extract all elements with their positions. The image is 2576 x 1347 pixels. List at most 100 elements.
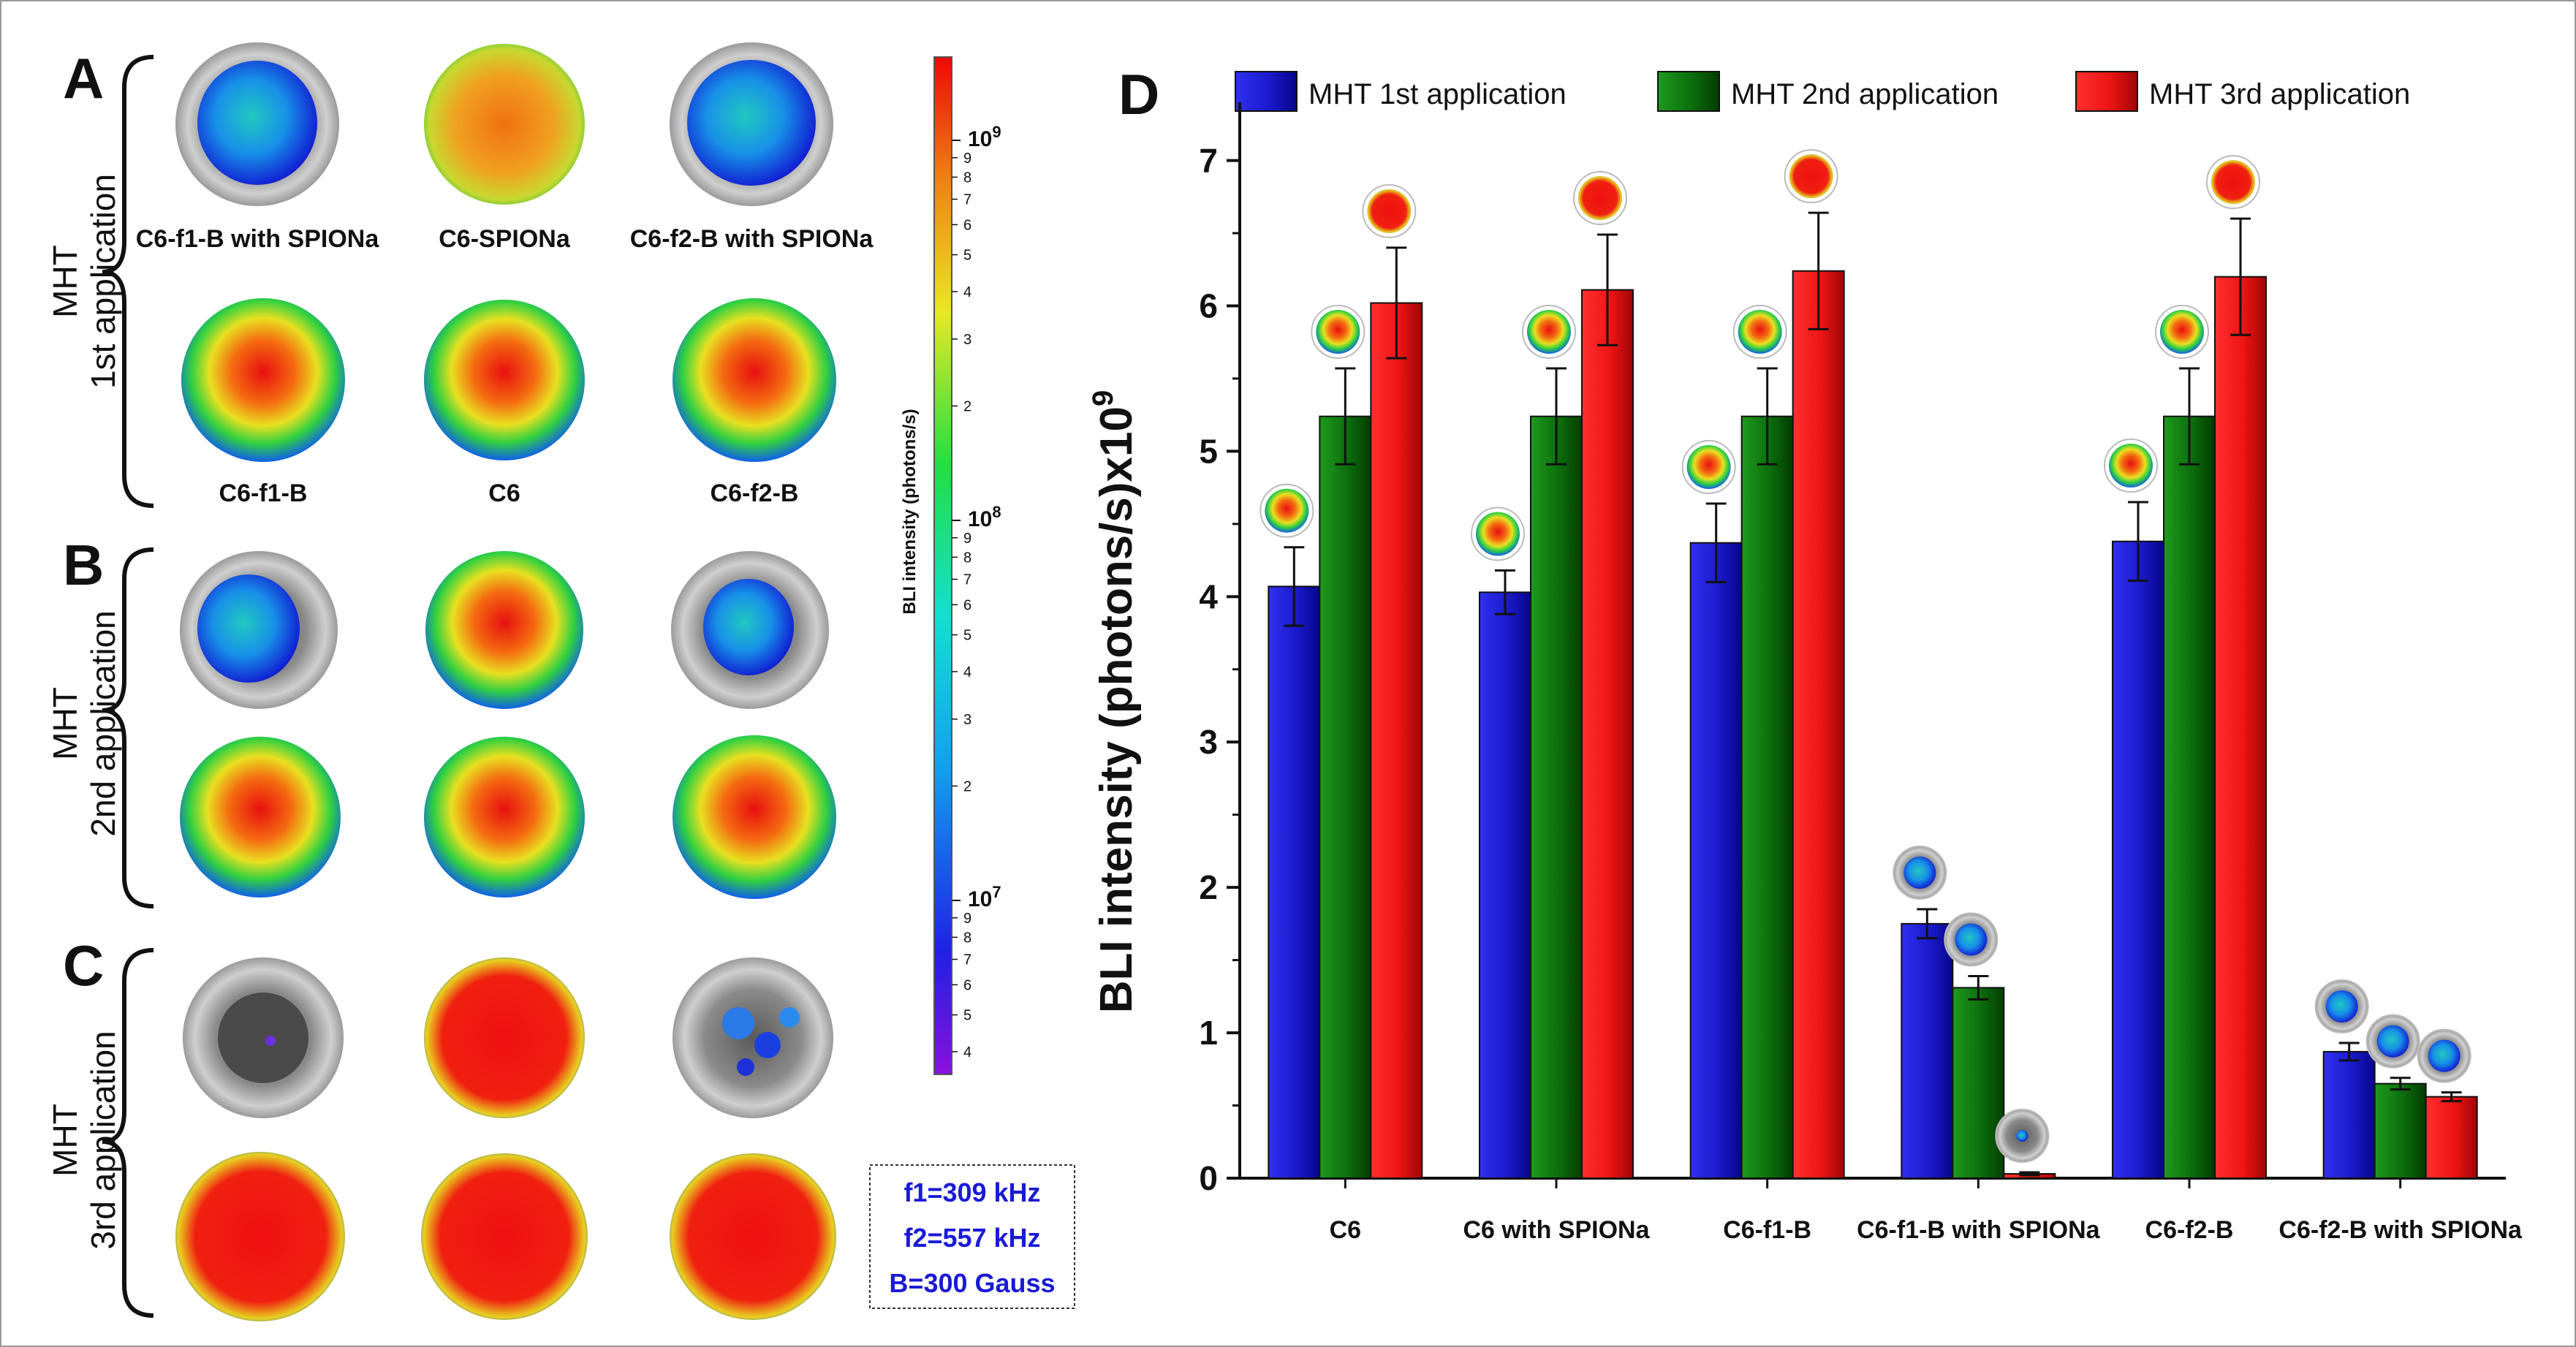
well-signal bbox=[180, 737, 341, 898]
chart-axes: 0 1 2 3 4 5 6 7 bbox=[1199, 102, 2506, 1197]
x-tick-label: C6-f1-B bbox=[1723, 1216, 1811, 1244]
well-signal bbox=[421, 1153, 588, 1320]
panel-c: C MHT 3rd application bbox=[46, 933, 836, 1321]
colorbar-minor-label: 5 bbox=[963, 628, 971, 644]
y-axis-label-main: BLI intensity (photons/s)x10 bbox=[1091, 406, 1142, 1013]
panel-letter-a: A bbox=[63, 46, 104, 110]
legend-label: MHT 2nd application bbox=[1731, 78, 1999, 110]
colorbar-major-label: 107 bbox=[968, 883, 1001, 911]
y-tick-label: 7 bbox=[1199, 142, 1218, 180]
bar-well-icon-signal bbox=[1955, 923, 1988, 956]
y-tick-label: 6 bbox=[1199, 287, 1218, 325]
y-axis-label-exponent: 9 bbox=[1087, 390, 1119, 406]
well-dish bbox=[673, 957, 833, 1118]
well-signal bbox=[197, 574, 300, 683]
well-signal bbox=[687, 60, 816, 186]
bar-well-icon-signal bbox=[2325, 990, 2358, 1023]
bar bbox=[1901, 922, 1954, 1179]
bar-well-icon-signal bbox=[2428, 1039, 2461, 1072]
bar-well-icon-signal bbox=[2109, 444, 2153, 488]
colorbar-major-label: 109 bbox=[968, 123, 1001, 151]
colorbar-minor-label: 5 bbox=[963, 248, 971, 264]
legend-swatch bbox=[1235, 71, 1298, 112]
bar-chart: D MHT 1st application MHT 2nd application… bbox=[1087, 62, 2523, 1244]
side-label-b-1: MHT bbox=[46, 687, 84, 760]
legend-label: MHT 1st application bbox=[1308, 78, 1567, 110]
bar-well-icon-signal bbox=[2376, 1025, 2409, 1058]
colorbar-minor-label: 7 bbox=[963, 952, 971, 968]
well-label-c6-f1-b: C6-f1-B bbox=[219, 479, 308, 507]
bar bbox=[1479, 591, 1531, 1179]
bar bbox=[1792, 270, 1845, 1179]
y-tick-label: 0 bbox=[1199, 1159, 1218, 1197]
colorbar-minor-label: 4 bbox=[963, 664, 971, 680]
well-signal bbox=[175, 1152, 345, 1321]
side-label-b-2: 2nd application bbox=[84, 610, 122, 836]
colorbar: BLI intensity (photons/s) 10998765432108… bbox=[900, 56, 1001, 1075]
field-param-f1: f1=309 kHz bbox=[904, 1177, 1040, 1207]
bar bbox=[2322, 1050, 2376, 1180]
well-signal bbox=[424, 737, 585, 898]
bracket-b bbox=[102, 547, 154, 908]
bar-well-icon-signal bbox=[1686, 445, 1731, 490]
bar bbox=[1268, 585, 1321, 1179]
panel-letter-b: B bbox=[63, 533, 104, 597]
well-center bbox=[218, 993, 308, 1083]
colorbar-minor-label: 2 bbox=[963, 398, 971, 414]
bar-well-icon-signal bbox=[1903, 857, 1936, 889]
bar bbox=[1370, 302, 1423, 1180]
bar bbox=[1689, 542, 1743, 1179]
well-signal bbox=[425, 551, 583, 709]
colorbar-gradient bbox=[933, 56, 952, 1075]
well-label-c6-spiona: C6-SPIONa bbox=[439, 225, 571, 253]
panel-a: A MHT 1st application C6-f1-B with SPION… bbox=[46, 42, 874, 508]
bar-well-icon-signal bbox=[1476, 512, 1520, 556]
bar-well-icon-signal bbox=[1265, 488, 1309, 533]
well-signal bbox=[737, 1058, 754, 1076]
y-axis-label-text: BLI intensity (photons/s)x109 bbox=[1087, 390, 1142, 1013]
panel-letter-d: D bbox=[1118, 62, 1159, 126]
colorbar-minor-label: 7 bbox=[963, 572, 971, 588]
well-label-c6: C6 bbox=[488, 479, 520, 507]
bar bbox=[1319, 415, 1372, 1179]
well-signal bbox=[722, 1007, 754, 1039]
colorbar-minor-label: 9 bbox=[963, 531, 971, 547]
colorbar-minor-label: 5 bbox=[963, 1008, 971, 1024]
x-tick-label: C6 with SPIONa bbox=[1463, 1216, 1650, 1244]
field-parameters-border bbox=[869, 1164, 1075, 1309]
side-label-c-2: 3rd application bbox=[84, 1031, 122, 1249]
colorbar-minor-label: 6 bbox=[963, 217, 971, 233]
bar-well-icon-signal bbox=[1527, 310, 1571, 354]
bar bbox=[2425, 1096, 2478, 1179]
y-tick-label: 3 bbox=[1199, 723, 1218, 761]
colorbar-major-exponent: 8 bbox=[992, 503, 1001, 521]
chart-labels: C6 C6 with SPIONa C6-f1-B C6-f1-B with SPIO… bbox=[1330, 1216, 2523, 1244]
y-tick-label: 4 bbox=[1199, 577, 1218, 615]
bar bbox=[1952, 987, 2005, 1180]
well-signal bbox=[424, 44, 585, 205]
well-signal bbox=[265, 1036, 276, 1046]
bar-well-icon-signal bbox=[1578, 176, 1622, 221]
x-tick-label: C6-f2-B with SPIONa bbox=[2278, 1216, 2523, 1244]
colorbar-minor-label: 8 bbox=[963, 550, 971, 566]
y-axis-label: BLI intensity (photons/s)x109 bbox=[1087, 390, 1142, 1013]
well-signal bbox=[181, 298, 345, 462]
colorbar-major-exponent: 9 bbox=[992, 123, 1001, 141]
colorbar-major-exponent: 7 bbox=[992, 883, 1001, 901]
bracket-a bbox=[102, 55, 154, 508]
field-param-b: B=300 Gauss bbox=[889, 1268, 1055, 1298]
colorbar-minor-label: 9 bbox=[963, 911, 971, 927]
side-label-a-2: 1st application bbox=[84, 174, 122, 389]
colorbar-minor-label: 3 bbox=[963, 332, 971, 348]
panel-letter-c: C bbox=[63, 933, 104, 998]
legend-swatch bbox=[1657, 71, 1720, 112]
x-tick-label: C6-f2-B bbox=[2145, 1216, 2234, 1244]
well-signal bbox=[424, 300, 585, 460]
colorbar-minor-label: 7 bbox=[963, 192, 971, 208]
bar-well-icon-signal bbox=[2016, 1130, 2028, 1142]
colorbar-minor-label: 4 bbox=[963, 1044, 971, 1060]
x-tick-label: C6 bbox=[1330, 1216, 1361, 1244]
colorbar-minor-label: 3 bbox=[963, 712, 971, 728]
